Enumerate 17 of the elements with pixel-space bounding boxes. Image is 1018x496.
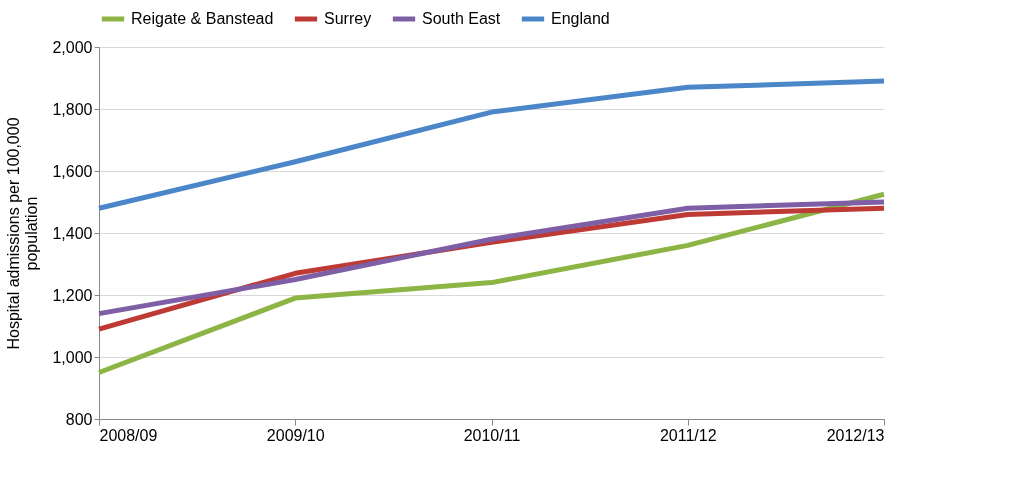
legend-label: England xyxy=(551,10,610,27)
x-tick-label: 2011/12 xyxy=(659,426,717,444)
legend-label: Reigate & Banstead xyxy=(131,10,274,27)
y-tick-label: 1,200 xyxy=(52,286,93,304)
y-tick-label: 2,000 xyxy=(52,38,93,56)
x-tick-label: 2012/13 xyxy=(826,426,885,444)
y-tick-label: 1,800 xyxy=(52,100,93,118)
x-tick-label: 2008/09 xyxy=(99,426,158,444)
y-tick-label: 1,000 xyxy=(52,348,93,366)
y-tick-label: 800 xyxy=(65,410,93,428)
y-axis-title: Hospital admissions per 100,000 population xyxy=(5,117,41,350)
legend-label: Surrey xyxy=(324,10,372,27)
y-tick-label: 1,600 xyxy=(52,162,93,180)
y-tick-label: 1,400 xyxy=(52,224,93,242)
legend-label: South East xyxy=(422,10,501,27)
x-tick-label: 2009/10 xyxy=(266,426,325,444)
x-tick-label: 2010/11 xyxy=(463,426,521,444)
